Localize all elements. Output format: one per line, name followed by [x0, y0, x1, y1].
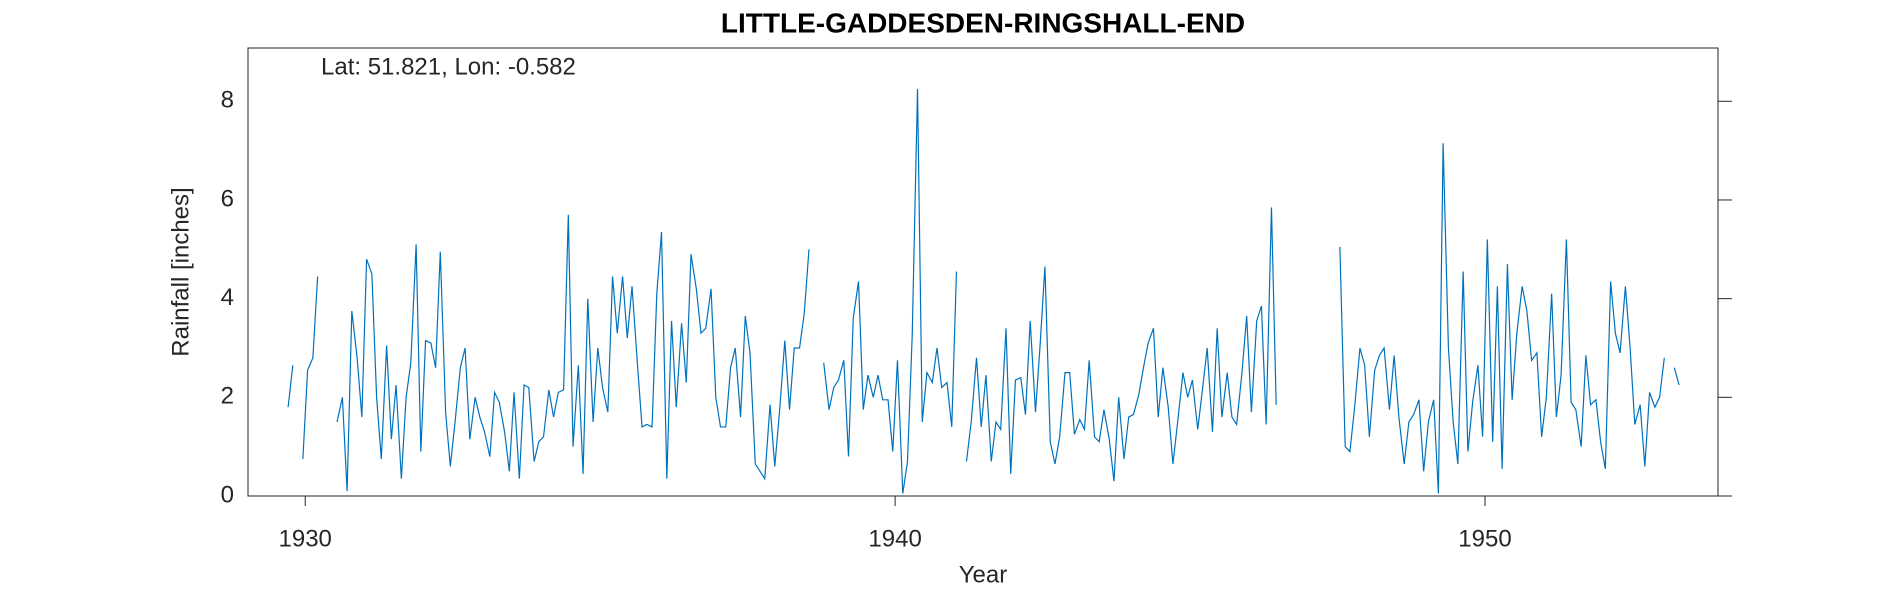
plot-box: [247, 47, 1719, 497]
y-tick-label: 0: [221, 481, 234, 508]
annotation: Lat: 51.821, Lon: -0.582: [321, 53, 576, 80]
rain-line: [287, 88, 1680, 494]
y-tick-label: 4: [221, 284, 234, 311]
y-tick-label: 2: [221, 383, 234, 410]
x-tick-label: 1940: [868, 525, 921, 552]
y-tick-label: 6: [221, 185, 234, 212]
x-tick-label: 1950: [1458, 525, 1511, 552]
y-axis-label: Rainfall [inches]: [167, 187, 194, 356]
x-axis-label: Year: [959, 561, 1008, 588]
chart-title: LITTLE-GADDESDEN-RINGSHALL-END: [721, 7, 1245, 38]
x-tick-label: 1930: [279, 525, 332, 552]
y-tick-label: 8: [221, 87, 234, 114]
